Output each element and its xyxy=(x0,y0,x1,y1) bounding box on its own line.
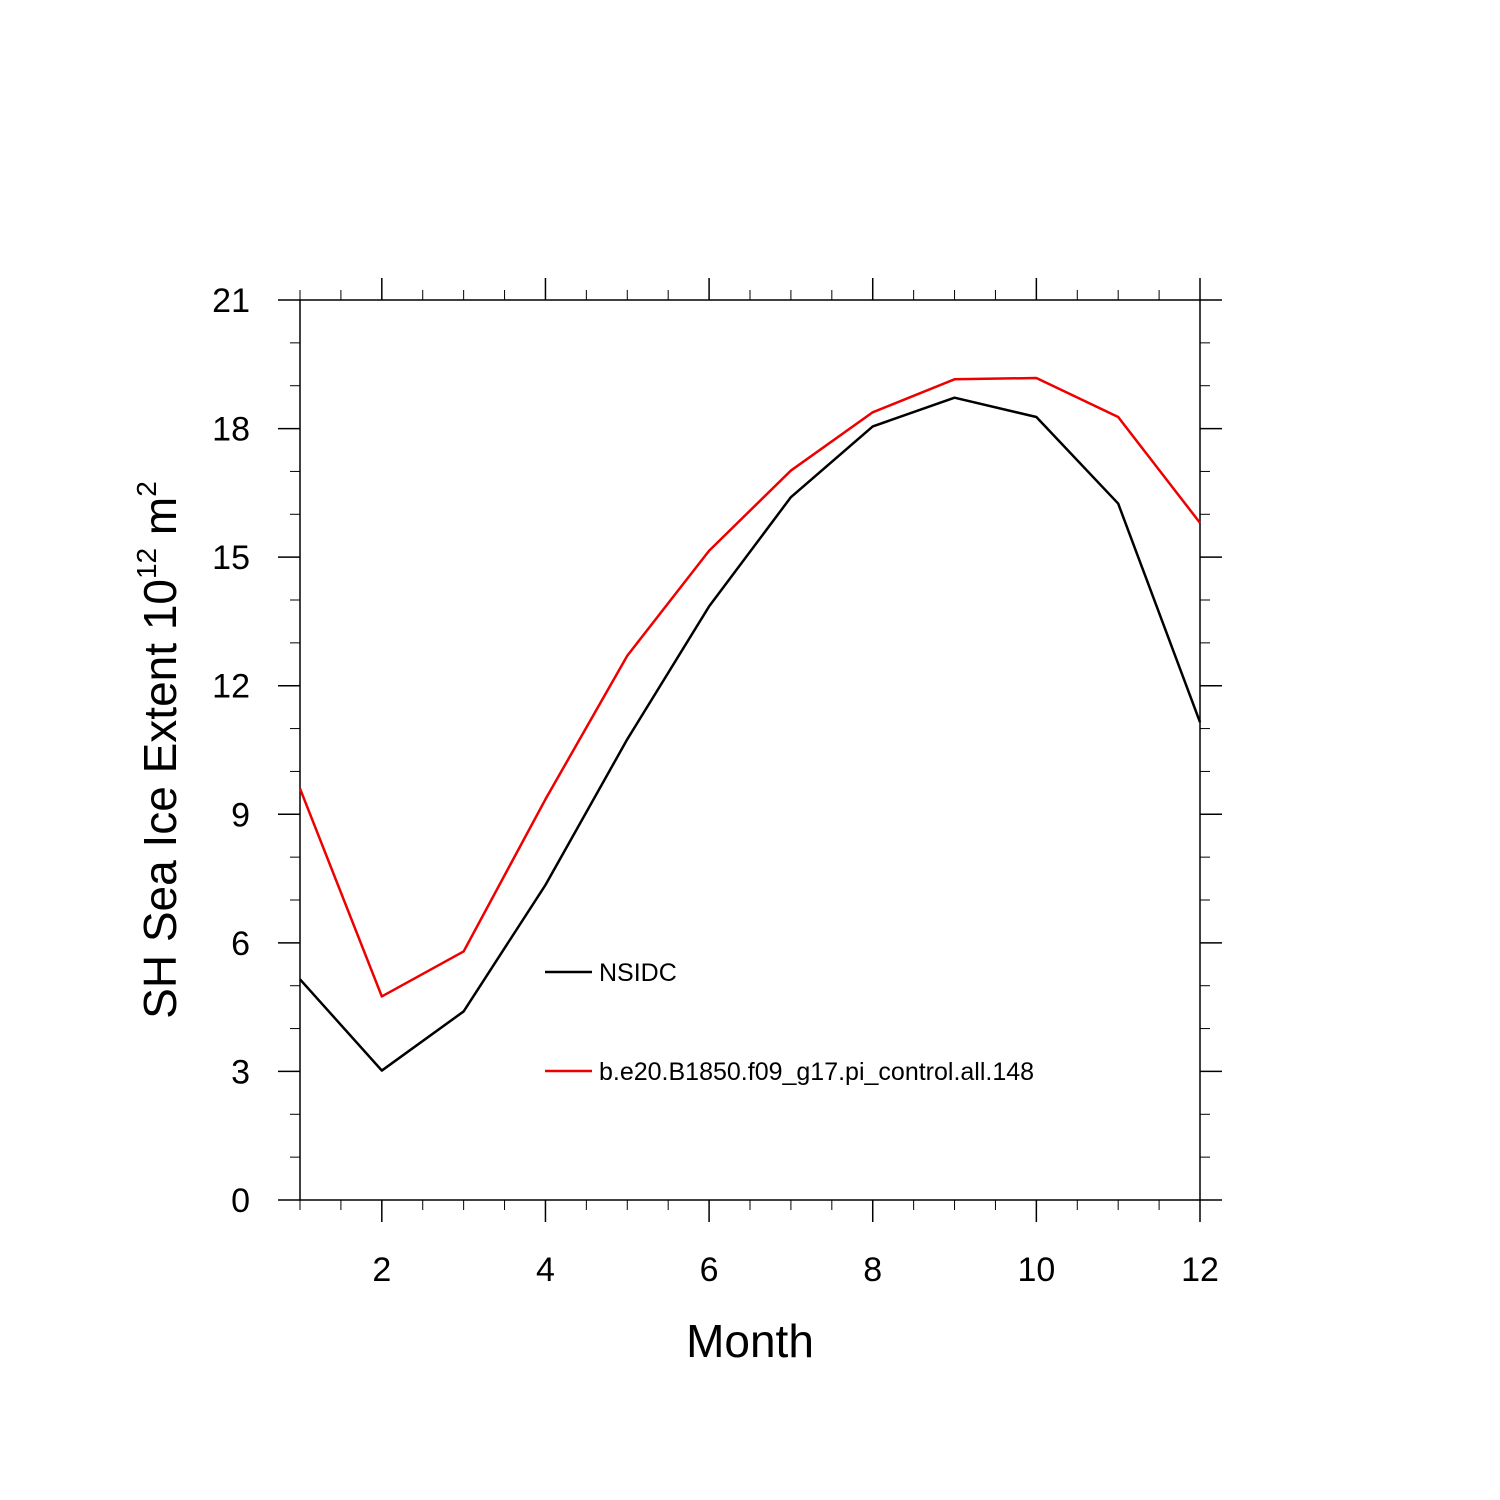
y-tick-label: 21 xyxy=(212,282,250,320)
series-layer xyxy=(298,376,1202,1072)
y-tick-label: 0 xyxy=(231,1182,250,1220)
plot-axes: 2 4 6 8 10 12 0 3 6 9 12 15 18 21 xyxy=(212,278,1222,1289)
series-line-nsidc xyxy=(299,396,1202,1072)
x-tick-label: 6 xyxy=(700,1251,719,1289)
y-axis-label-text: SH Sea Ice Extent 10 xyxy=(134,579,186,1019)
y-tick-label: 12 xyxy=(212,668,250,706)
x-axis-label: Month xyxy=(686,1315,814,1367)
x-tick-label: 8 xyxy=(863,1251,882,1289)
x-tick-label: 4 xyxy=(536,1251,555,1289)
y-axis-label: SH Sea Ice Extent 1012 m2 xyxy=(131,481,186,1019)
y-tick-label: 18 xyxy=(212,411,250,449)
y-axis-label-unit: m xyxy=(134,497,186,548)
y-tick-label: 3 xyxy=(231,1053,250,1091)
x-tick-label: 12 xyxy=(1181,1251,1219,1289)
x-tick-label: 10 xyxy=(1017,1251,1055,1289)
legend: NSIDC b.e20.B1850.f09_g17.pi_control.all.… xyxy=(545,959,1034,1086)
legend-label: b.e20.B1850.f09_g17.pi_control.all.148 xyxy=(599,1058,1034,1086)
x-tick-label: 2 xyxy=(372,1251,391,1289)
y-tick-label: 9 xyxy=(231,796,250,834)
y-axis-label-exponent: 12 xyxy=(131,548,162,579)
y-axis-label-unit-exponent: 2 xyxy=(131,481,162,497)
series-line-model xyxy=(298,376,1201,998)
y-tick-label: 15 xyxy=(212,539,250,577)
y-tick-label: 6 xyxy=(231,925,250,963)
legend-label: NSIDC xyxy=(599,959,677,987)
